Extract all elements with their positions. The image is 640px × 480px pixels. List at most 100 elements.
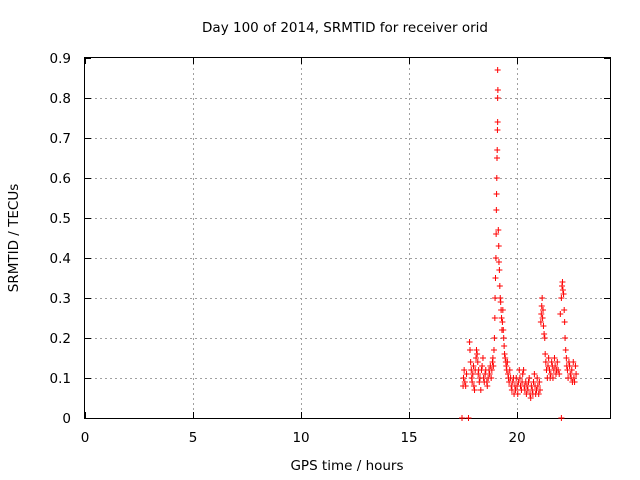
data-point (516, 375, 523, 381)
data-point (493, 175, 500, 181)
data-point (494, 127, 501, 133)
plot-frame (84, 57, 611, 419)
data-point (494, 87, 501, 93)
data-point (486, 371, 493, 377)
y-tick-label: 0.9 (50, 51, 71, 67)
data-point (527, 395, 534, 401)
data-point (519, 371, 526, 377)
data-point (504, 359, 511, 365)
y-tick-label: 0 (62, 411, 71, 427)
data-point (461, 367, 468, 373)
data-point (514, 391, 521, 397)
data-point (490, 363, 497, 369)
data-point (473, 355, 480, 361)
data-point (463, 371, 470, 377)
data-point (491, 315, 498, 321)
y-tick-label: 0.4 (50, 251, 71, 267)
data-point (538, 311, 545, 317)
data-point (465, 415, 472, 421)
data-point (494, 67, 501, 73)
data-point (498, 315, 505, 321)
data-point (459, 415, 466, 421)
data-point (535, 391, 542, 397)
data-point (469, 371, 476, 377)
data-point (461, 379, 468, 385)
data-point (488, 375, 495, 381)
data-point (494, 155, 501, 161)
data-point (570, 359, 577, 365)
data-point (560, 291, 567, 297)
data-point (538, 303, 545, 309)
data-point (542, 351, 549, 357)
data-point (559, 279, 566, 285)
data-point (568, 367, 575, 373)
data-point (495, 259, 502, 265)
data-point (526, 375, 533, 381)
data-point (557, 311, 564, 317)
data-point (501, 343, 508, 349)
data-point (479, 355, 486, 361)
data-point (540, 323, 547, 329)
data-point (460, 375, 467, 381)
data-point (530, 379, 537, 385)
data-point (474, 359, 481, 365)
data-point (566, 363, 573, 369)
data-point (512, 387, 519, 393)
x-tick-label: 0 (81, 430, 90, 446)
data-point (492, 295, 499, 301)
data-point (520, 367, 527, 373)
grid (85, 58, 610, 418)
data-point (471, 387, 478, 393)
data-point (492, 255, 499, 261)
data-point (537, 319, 544, 325)
data-point (555, 367, 562, 373)
data-point (554, 359, 561, 365)
data-point (551, 355, 558, 361)
data-point (534, 375, 541, 381)
data-point (534, 383, 541, 389)
data-point (466, 339, 473, 345)
y-tick-label: 0.2 (50, 331, 71, 347)
data-point (547, 371, 554, 377)
data-point (570, 375, 577, 381)
data-point (500, 327, 507, 333)
data-point (499, 319, 506, 325)
data-point (470, 383, 477, 389)
data-point (572, 363, 579, 369)
data-point (496, 283, 503, 289)
data-point (541, 335, 548, 341)
data-point (539, 315, 546, 321)
x-tick-label: 10 (292, 430, 309, 446)
data-point (541, 331, 548, 337)
data-point (549, 375, 556, 381)
data-point (506, 367, 513, 373)
data-point (556, 371, 563, 377)
data-point (540, 307, 547, 313)
data-point (558, 295, 565, 301)
y-tick-label: 0.7 (50, 131, 71, 147)
data-point (492, 275, 499, 281)
data-point (497, 299, 504, 305)
data-point (558, 415, 565, 421)
data-point (477, 387, 484, 393)
data-point (470, 363, 477, 369)
data-point (467, 359, 474, 365)
data-point (494, 119, 501, 125)
data-point (490, 347, 497, 353)
data-point (559, 287, 566, 293)
data-point (548, 359, 555, 365)
data-point (542, 359, 549, 365)
data-point (494, 147, 501, 153)
y-tick-label: 0.8 (50, 91, 71, 107)
data-point (467, 347, 473, 353)
data-point (563, 355, 570, 361)
x-tick-label: 15 (400, 430, 417, 446)
data-point (462, 383, 469, 389)
chart-title: Day 100 of 2014, SRMTID for receiver ori… (202, 20, 488, 36)
y-tick-label: 0.5 (50, 211, 71, 227)
y-tick-label: 0.1 (50, 371, 71, 387)
data-point (509, 379, 516, 385)
data-point (567, 371, 574, 377)
data-point (502, 355, 509, 361)
